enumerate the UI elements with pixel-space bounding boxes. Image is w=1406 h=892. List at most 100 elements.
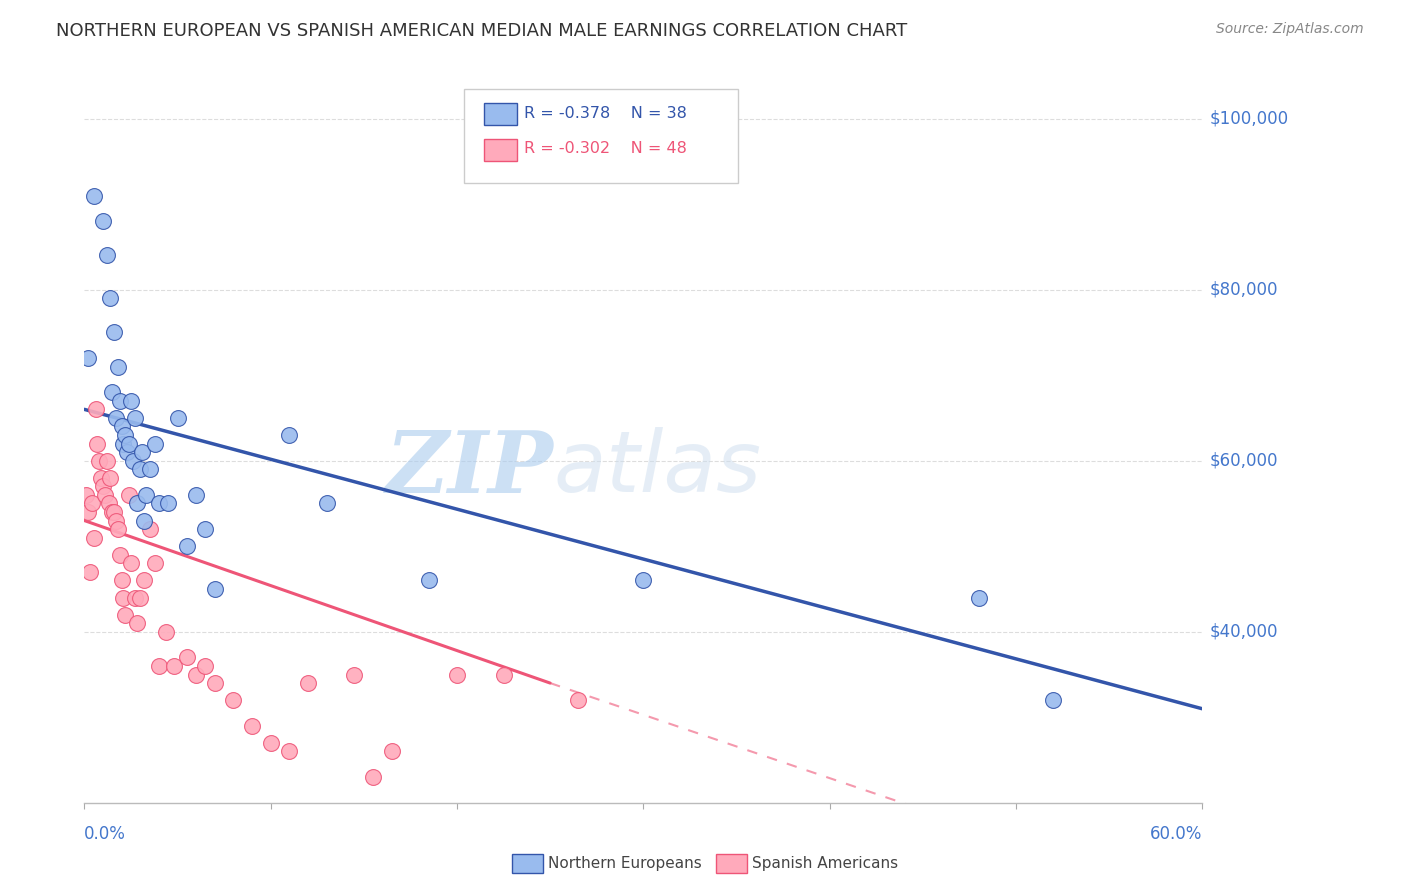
Text: Northern Europeans: Northern Europeans — [548, 856, 702, 871]
Point — [381, 744, 404, 758]
Point — [361, 770, 384, 784]
Point — [194, 522, 217, 536]
Point — [111, 574, 132, 588]
Point — [446, 667, 468, 681]
Point — [75, 488, 97, 502]
Point — [103, 326, 125, 340]
Point — [278, 744, 301, 758]
Point — [163, 659, 186, 673]
Point — [101, 505, 124, 519]
Point — [80, 496, 103, 510]
Point — [186, 667, 208, 681]
Point — [138, 522, 160, 536]
Text: atlas: atlas — [554, 427, 762, 510]
Point — [96, 453, 118, 467]
Point — [204, 582, 226, 596]
Point — [135, 488, 157, 502]
Point — [157, 496, 180, 510]
Point — [105, 514, 128, 528]
Point — [176, 650, 198, 665]
Point — [148, 659, 170, 673]
Point — [77, 351, 100, 365]
Point — [86, 436, 108, 450]
Point — [155, 624, 177, 639]
Point — [91, 214, 114, 228]
Point — [492, 667, 515, 681]
Text: R = -0.302    N = 48: R = -0.302 N = 48 — [524, 142, 688, 156]
Point — [343, 667, 366, 681]
Point — [100, 291, 122, 305]
Point — [567, 693, 589, 707]
Point — [111, 419, 132, 434]
Point — [107, 359, 129, 374]
Point — [77, 505, 100, 519]
Point — [260, 736, 283, 750]
Point — [108, 393, 131, 408]
Point — [132, 514, 155, 528]
Point — [194, 659, 217, 673]
Point — [418, 574, 440, 588]
Point — [1042, 693, 1064, 707]
Text: R = -0.378    N = 38: R = -0.378 N = 38 — [524, 106, 688, 120]
Point — [83, 531, 105, 545]
Point — [84, 402, 107, 417]
Point — [148, 496, 170, 510]
Point — [91, 479, 114, 493]
Point — [97, 496, 120, 510]
Point — [186, 488, 208, 502]
Point — [100, 471, 122, 485]
Point — [115, 445, 138, 459]
Text: ZIP: ZIP — [387, 426, 554, 510]
Point — [101, 385, 124, 400]
Text: 60.0%: 60.0% — [1150, 825, 1202, 843]
Point — [120, 393, 142, 408]
Text: Spanish Americans: Spanish Americans — [752, 856, 898, 871]
Text: $40,000: $40,000 — [1209, 623, 1278, 640]
Text: $60,000: $60,000 — [1209, 451, 1278, 470]
Point — [79, 565, 101, 579]
Point — [94, 488, 117, 502]
Point — [107, 522, 129, 536]
Point — [118, 488, 141, 502]
Text: $100,000: $100,000 — [1209, 110, 1288, 128]
Point — [121, 453, 143, 467]
Point — [103, 505, 125, 519]
Point — [278, 428, 301, 442]
Point — [114, 607, 136, 622]
Point — [114, 428, 136, 442]
Point — [143, 557, 166, 571]
Point — [112, 591, 135, 605]
Point — [120, 557, 142, 571]
Point — [83, 188, 105, 202]
Point — [124, 411, 146, 425]
Point — [112, 436, 135, 450]
Point — [240, 719, 263, 733]
Point — [967, 591, 990, 605]
Text: 0.0%: 0.0% — [84, 825, 127, 843]
Point — [143, 436, 166, 450]
Point — [138, 462, 160, 476]
Point — [297, 676, 319, 690]
Point — [176, 539, 198, 553]
Text: NORTHERN EUROPEAN VS SPANISH AMERICAN MEDIAN MALE EARNINGS CORRELATION CHART: NORTHERN EUROPEAN VS SPANISH AMERICAN ME… — [56, 22, 907, 40]
Point — [108, 548, 131, 562]
Point — [129, 462, 152, 476]
Text: Source: ZipAtlas.com: Source: ZipAtlas.com — [1216, 22, 1364, 37]
Text: $80,000: $80,000 — [1209, 281, 1278, 299]
Point — [633, 574, 655, 588]
Point — [125, 496, 148, 510]
Point — [96, 248, 118, 262]
Point — [222, 693, 245, 707]
Point — [125, 616, 148, 631]
Point — [131, 445, 153, 459]
Point — [118, 436, 141, 450]
Point — [124, 591, 146, 605]
Point — [90, 471, 112, 485]
Point — [204, 676, 226, 690]
Point — [105, 411, 128, 425]
Point — [315, 496, 337, 510]
Point — [132, 574, 155, 588]
Point — [166, 411, 188, 425]
Point — [129, 591, 152, 605]
Point — [89, 453, 111, 467]
